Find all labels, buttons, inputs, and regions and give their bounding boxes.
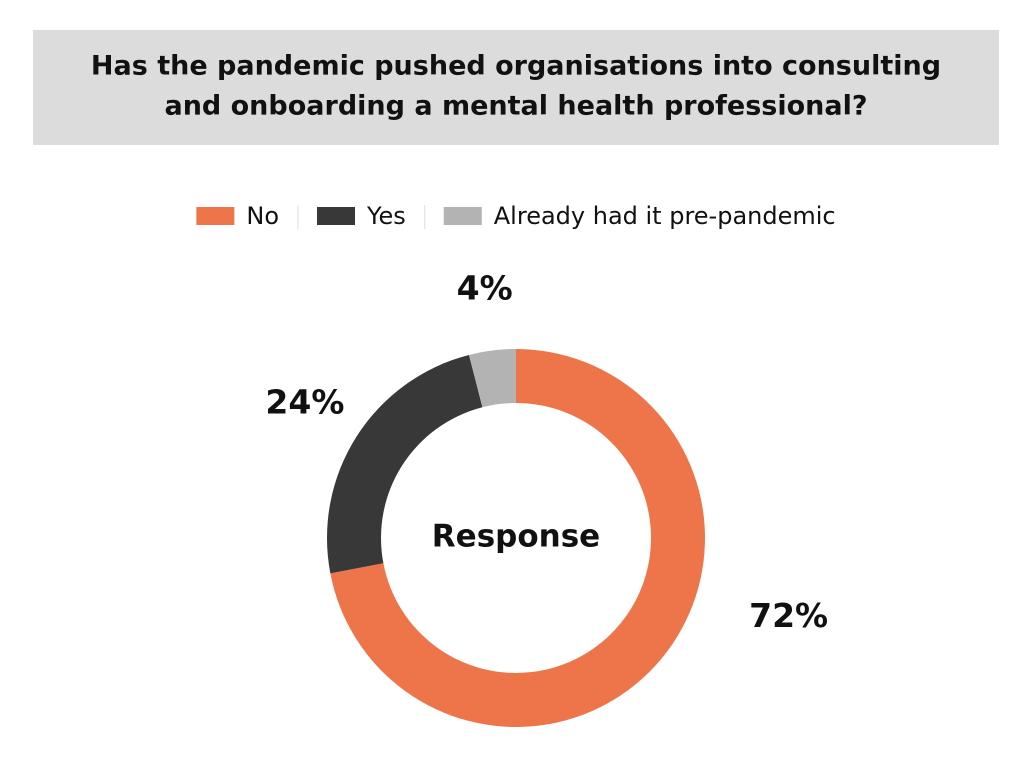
chart-title: Has the pandemic pushed organisations in… [91,51,941,82]
legend-swatch [443,207,482,225]
title-box [33,30,999,145]
donut-slice [468,349,516,408]
donut-slice [327,354,483,574]
legend-label: No [246,202,279,230]
legend-label: Already had it pre-pandemic [494,202,836,230]
legend-label: Yes [366,202,406,230]
legend-swatch [196,207,235,225]
value-label: 72% [749,596,828,635]
value-label: 24% [265,383,344,422]
value-label: 4% [457,268,513,307]
legend-swatch [317,207,356,225]
chart-title: and onboarding a mental health professio… [164,91,867,122]
center-label: Response [432,519,600,555]
